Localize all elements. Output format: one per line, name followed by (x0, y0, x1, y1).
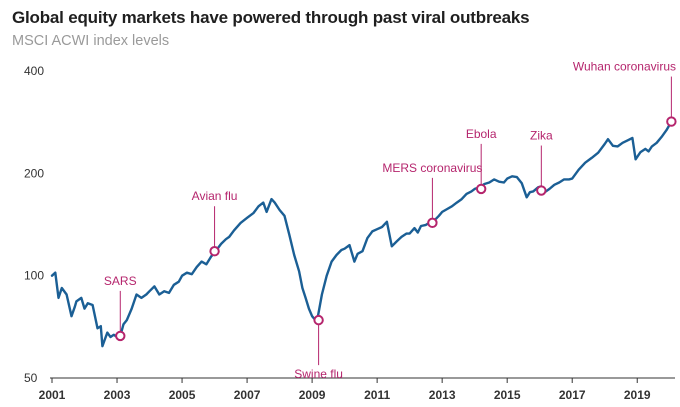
x-tick-label: 2019 (624, 388, 651, 402)
y-tick-label: 200 (24, 166, 44, 180)
annotation-label: Ebola (466, 127, 497, 141)
annotation-label: SARS (104, 274, 137, 288)
annotation-marker (475, 183, 487, 195)
x-tick-label: 2001 (39, 388, 66, 402)
annotation-marker (666, 116, 677, 127)
annotation-marker (536, 185, 547, 196)
annotation-label: Swine flu (294, 367, 343, 381)
x-tick-label: 2017 (559, 388, 586, 402)
y-tick-label: 400 (24, 64, 44, 78)
series-line (50, 120, 673, 348)
x-tick-label: 2013 (429, 388, 456, 402)
x-tick-label: 2007 (234, 388, 261, 402)
y-tick-label: 100 (24, 269, 44, 283)
x-tick-label: 2003 (104, 388, 131, 402)
annotation-label: Wuhan coronavirus (573, 60, 676, 74)
annotation-label: Zika (530, 129, 553, 143)
x-tick-label: 2009 (299, 388, 326, 402)
chart-subtitle: MSCI ACWI index levels (12, 33, 170, 49)
x-tick-label: 2011 (364, 388, 390, 402)
annotation-marker (313, 314, 324, 326)
x-tick-label: 2005 (169, 388, 196, 402)
annotation-marker (209, 246, 220, 257)
x-tick-label: 2015 (494, 388, 521, 402)
annotation-label: Avian flu (192, 189, 238, 203)
annotation-marker (115, 330, 126, 342)
y-tick-label: 50 (24, 371, 38, 385)
annotation-label: MERS coronavirus (382, 161, 482, 175)
annotation-marker (427, 217, 438, 229)
chart-title: Global equity markets have powered throu… (12, 8, 530, 27)
